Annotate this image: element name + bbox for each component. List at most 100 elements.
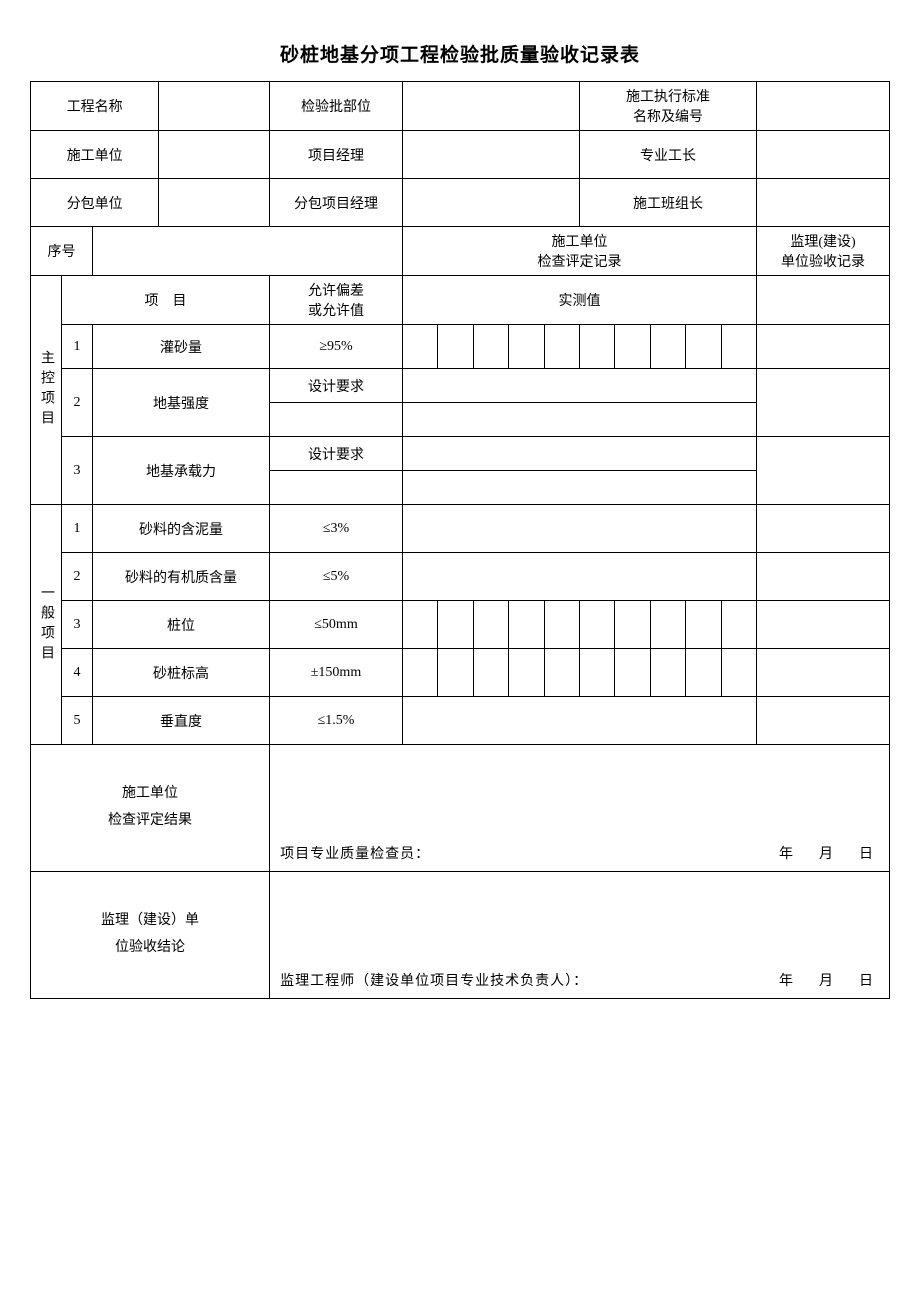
hdr-sub: 分包单位 — [31, 179, 159, 227]
main-2-name: 地基强度 — [92, 369, 269, 437]
gen-2-dev: ≤5% — [270, 553, 403, 601]
gen-3-m8 — [686, 601, 721, 649]
main-1-m5 — [579, 325, 614, 369]
gen-3-m2 — [473, 601, 508, 649]
main-1-dev: ≥95% — [270, 325, 403, 369]
gen-3-right — [757, 601, 890, 649]
seq-blank — [92, 227, 402, 276]
hdr-contractor: 施工单位 — [31, 131, 159, 179]
hdr-batch-pos-val — [402, 82, 579, 131]
gen-5-m — [402, 697, 756, 745]
gen-5-dev: ≤1.5% — [270, 697, 403, 745]
gen-2-right — [757, 553, 890, 601]
hdr-sub-pm: 分包项目经理 — [270, 179, 403, 227]
main-3-m-b — [402, 471, 756, 505]
main-1-m1 — [438, 325, 473, 369]
gen-1-dev: ≤3% — [270, 505, 403, 553]
main-2-dev-b — [270, 403, 403, 437]
hdr-project-name-val — [159, 82, 270, 131]
gen-3-n: 3 — [61, 601, 92, 649]
gen-1-name: 砂料的含泥量 — [92, 505, 269, 553]
main-1-m9 — [721, 325, 756, 369]
gen-4-m9 — [721, 649, 756, 697]
gen-5-n: 5 — [61, 697, 92, 745]
gen-1-n: 1 — [61, 505, 92, 553]
gen-3-m4 — [544, 601, 579, 649]
gen-4-m5 — [579, 649, 614, 697]
main-3-right — [757, 437, 890, 505]
items-right — [757, 276, 890, 325]
main-group: 主控项目 — [31, 276, 62, 505]
hdr-foreman-val — [757, 131, 890, 179]
footer-b-line: 监理工程师（建设单位项目专业技术负责人）： — [280, 974, 588, 989]
gen-3-m3 — [509, 601, 544, 649]
gen-4-m0 — [402, 649, 437, 697]
gen-4-m6 — [615, 649, 650, 697]
hdr-std-val — [757, 82, 890, 131]
page-title: 砂桩地基分项工程检验批质量验收记录表 — [30, 40, 890, 67]
seq-center: 施工单位 检查评定记录 — [402, 227, 756, 276]
hdr-foreman: 专业工长 — [579, 131, 756, 179]
hdr-pm: 项目经理 — [270, 131, 403, 179]
hdr-contractor-val — [159, 131, 270, 179]
main-1-m6 — [615, 325, 650, 369]
main-1-n: 1 — [61, 325, 92, 369]
gen-4-m1 — [438, 649, 473, 697]
footer-a-line: 项目专业质量检查员： — [280, 847, 430, 862]
seq-label: 序号 — [31, 227, 93, 276]
main-1-m4 — [544, 325, 579, 369]
gen-5-name: 垂直度 — [92, 697, 269, 745]
main-1-name: 灌砂量 — [92, 325, 269, 369]
footer-a-body: 项目专业质量检查员： 年 月 日 — [270, 745, 890, 872]
seq-right: 监理(建设) 单位验收记录 — [757, 227, 890, 276]
main-3-dev-b — [270, 471, 403, 505]
main-1-m3 — [509, 325, 544, 369]
footer-b-body: 监理工程师（建设单位项目专业技术负责人）： 年 月 日 — [270, 872, 890, 999]
general-group: 一般项目 — [31, 505, 62, 745]
gen-3-m1 — [438, 601, 473, 649]
main-2-right — [757, 369, 890, 437]
hdr-sub-pm-val — [402, 179, 579, 227]
gen-2-m — [402, 553, 756, 601]
hdr-team: 施工班组长 — [579, 179, 756, 227]
gen-4-right — [757, 649, 890, 697]
gen-4-m3 — [509, 649, 544, 697]
main-2-n: 2 — [61, 369, 92, 437]
gen-3-m0 — [402, 601, 437, 649]
hdr-pm-val — [402, 131, 579, 179]
footer-b-date: 年 月 日 — [779, 970, 879, 990]
gen-5-right — [757, 697, 890, 745]
main-2-m-b — [402, 403, 756, 437]
hdr-batch-pos: 检验批部位 — [270, 82, 403, 131]
gen-3-m7 — [650, 601, 685, 649]
main-3-n: 3 — [61, 437, 92, 505]
hdr-sub-val — [159, 179, 270, 227]
main-2-m-a — [402, 369, 756, 403]
main-1-right — [757, 325, 890, 369]
main-1-m7 — [650, 325, 685, 369]
gen-3-m9 — [721, 601, 756, 649]
main-3-name: 地基承载力 — [92, 437, 269, 505]
gen-2-n: 2 — [61, 553, 92, 601]
gen-3-dev: ≤50mm — [270, 601, 403, 649]
footer-a-date: 年 月 日 — [779, 843, 879, 863]
footer-b-label: 监理（建设）单 位验收结论 — [31, 872, 270, 999]
footer-a-label: 施工单位 检查评定结果 — [31, 745, 270, 872]
main-3-m-a — [402, 437, 756, 471]
items-name: 项 目 — [61, 276, 269, 325]
hdr-project-name: 工程名称 — [31, 82, 159, 131]
gen-1-right — [757, 505, 890, 553]
gen-3-name: 桩位 — [92, 601, 269, 649]
main-1-m8 — [686, 325, 721, 369]
gen-3-m5 — [579, 601, 614, 649]
gen-4-n: 4 — [61, 649, 92, 697]
gen-4-m8 — [686, 649, 721, 697]
gen-4-dev: ±150mm — [270, 649, 403, 697]
inspection-table: 工程名称 检验批部位 施工执行标准 名称及编号 施工单位 项目经理 专业工长 分… — [30, 81, 890, 999]
hdr-std: 施工执行标准 名称及编号 — [579, 82, 756, 131]
gen-4-name: 砂桩标高 — [92, 649, 269, 697]
gen-1-m — [402, 505, 756, 553]
items-dev: 允许偏差 或允许值 — [270, 276, 403, 325]
main-2-dev: 设计要求 — [270, 369, 403, 403]
main-3-dev: 设计要求 — [270, 437, 403, 471]
